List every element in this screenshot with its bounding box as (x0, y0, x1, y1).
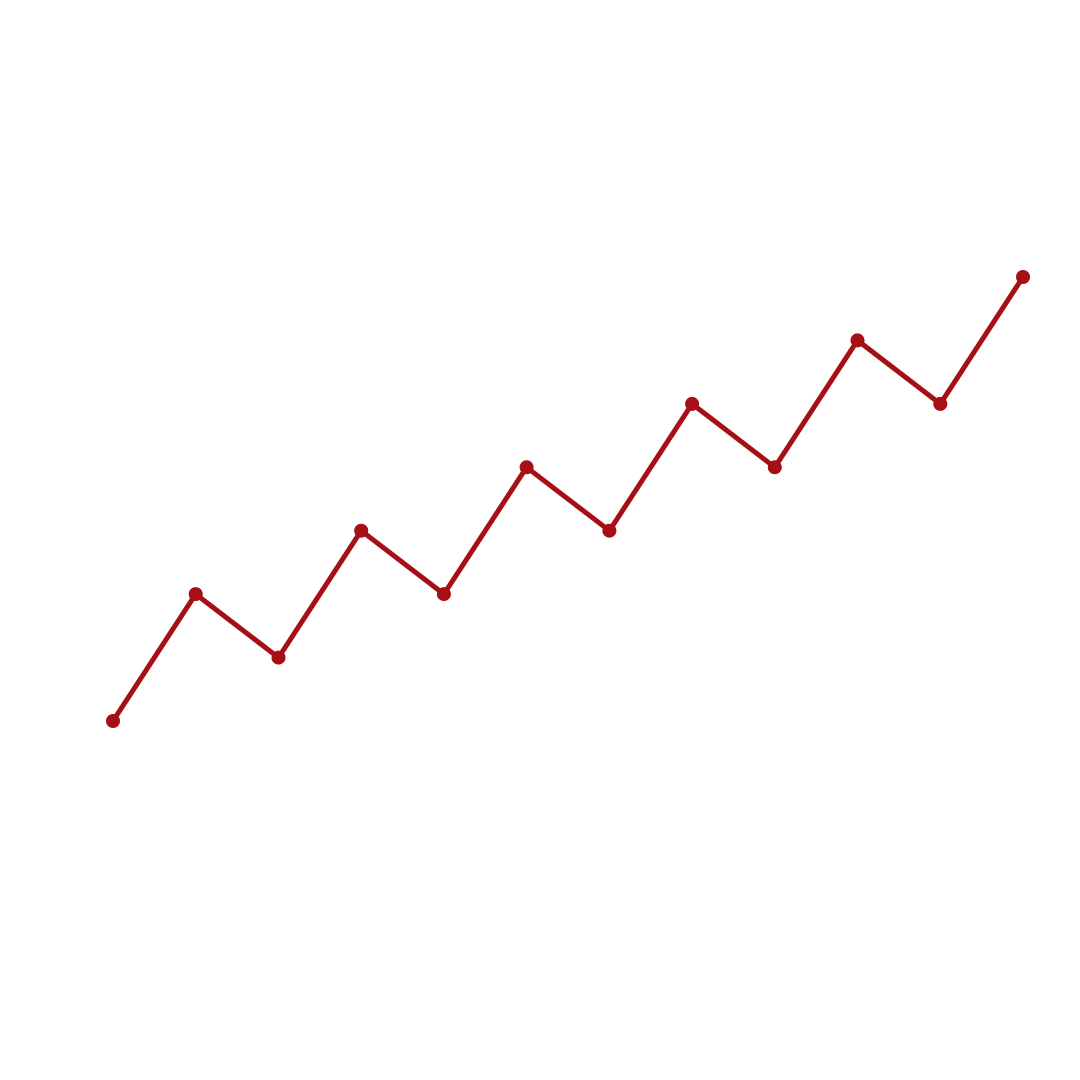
data-point (685, 396, 700, 411)
series-layer (106, 270, 1030, 728)
data-point (602, 523, 617, 538)
data-point (850, 333, 865, 348)
data-point (106, 714, 120, 728)
series-line (110, 274, 1026, 724)
data-point (767, 460, 782, 475)
data-point (188, 587, 203, 602)
data-point (271, 650, 286, 665)
data-point (933, 396, 948, 411)
data-point (436, 587, 451, 602)
data-point (1016, 270, 1030, 284)
data-point (354, 523, 369, 538)
data-point (519, 460, 534, 475)
